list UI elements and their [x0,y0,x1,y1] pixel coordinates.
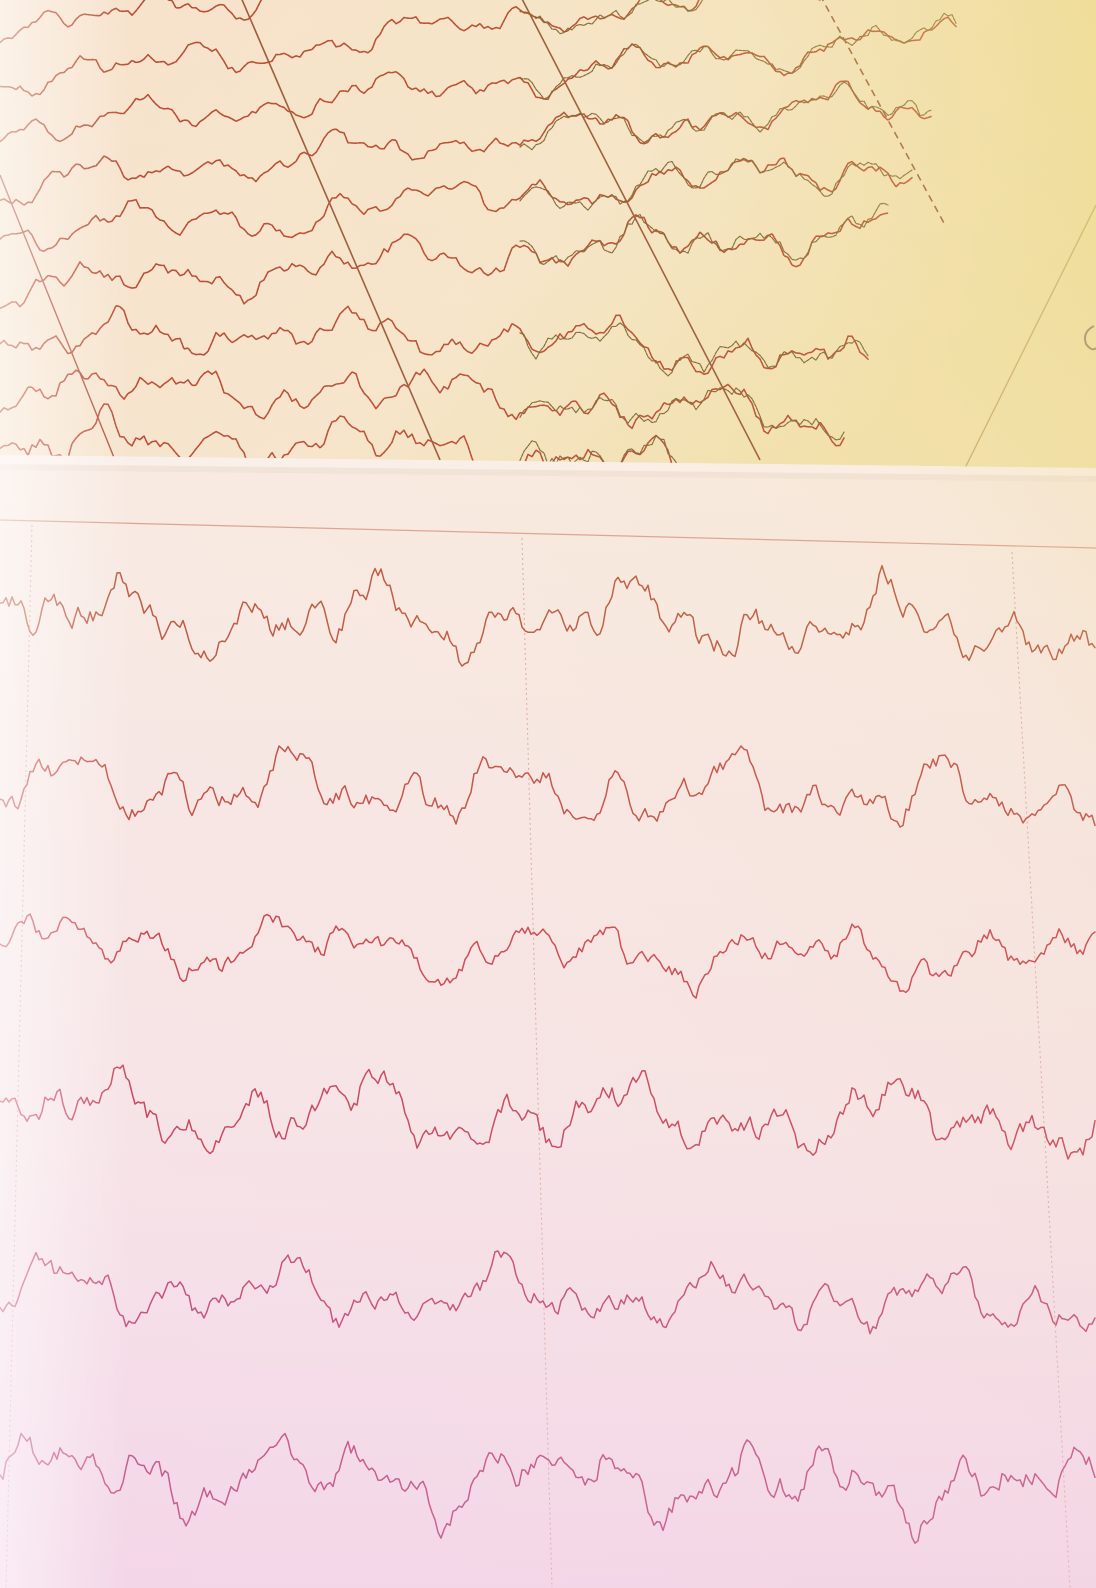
left-glow-overlay [0,0,1096,1588]
eeg-photo-canvas [0,0,1096,1588]
eeg-photo [0,0,1096,1588]
